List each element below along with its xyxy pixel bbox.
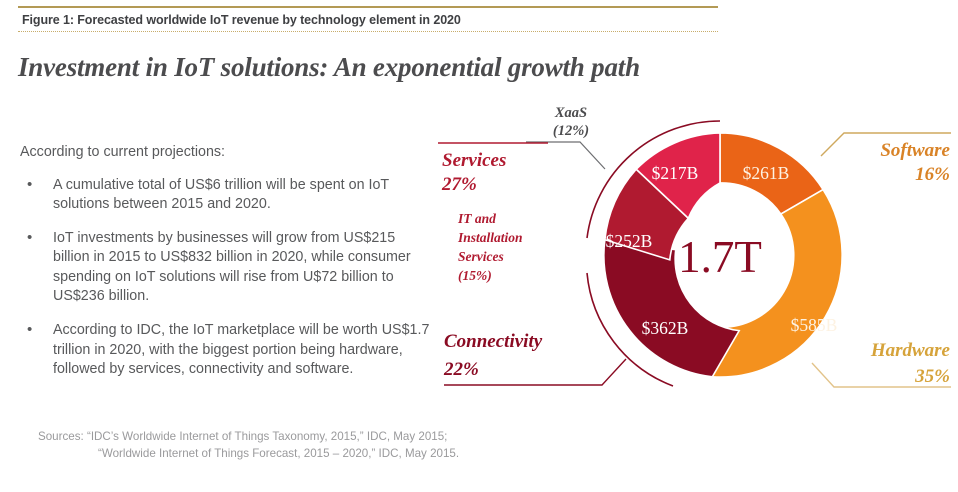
- callout-it-services-line1: IT and: [457, 211, 496, 226]
- callout-it-services-line2: Installation: [457, 230, 523, 245]
- callout-it-services-line4: (15%): [458, 268, 492, 283]
- callout-services-line2: 27%: [441, 174, 477, 195]
- callout-xaas-line1: XaaS: [554, 105, 587, 121]
- callout-hardware-line2: 35%: [914, 366, 950, 387]
- body-text-column: According to current projections: A cumu…: [20, 143, 432, 394]
- donut-segments: [603, 132, 843, 378]
- segment-value-xaas: $217B: [652, 163, 699, 183]
- callout-connectivity-line2: 22%: [443, 359, 479, 380]
- figure-header: Figure 1: Forecasted worldwide IoT reven…: [18, 6, 718, 32]
- list-item: According to IDC, the IoT marketplace wi…: [20, 320, 432, 380]
- bullet-list: A cumulative total of US$6 trillion will…: [20, 175, 432, 380]
- sources-line-1: Sources: “IDC’s Worldwide Internet of Th…: [38, 430, 448, 443]
- callout-it-services-line3: Services: [458, 249, 504, 264]
- segment-value-hardware: $585B: [791, 315, 838, 335]
- donut-segment-xaas[interactable]: [635, 132, 721, 220]
- services-group-arc-lower: [586, 272, 674, 387]
- donut-chart: $217B $261B $252B $585B $362B 1.7T XaaS …: [430, 95, 958, 415]
- segment-value-software: $261B: [743, 163, 790, 183]
- callout-software-line1: Software: [880, 140, 950, 161]
- segment-value-connectivity: $362B: [642, 318, 689, 338]
- callout-software-line2: 16%: [915, 164, 950, 185]
- software-leader-line: [820, 132, 951, 157]
- hardware-leader-line: [811, 362, 951, 388]
- xaas-leader-line: [526, 141, 606, 170]
- sources-note: Sources: “IDC’s Worldwide Internet of Th…: [38, 428, 598, 463]
- header-rule-top: [18, 6, 718, 8]
- donut-center-total: 1.7T: [678, 232, 762, 282]
- services-group-arc: [586, 120, 721, 239]
- callout-hardware-line1: Hardware: [870, 340, 951, 361]
- donut-segment-hardware[interactable]: [711, 188, 843, 378]
- header-rule-bottom: [18, 31, 718, 32]
- sources-line-2: “Worldwide Internet of Things Forecast, …: [98, 447, 460, 461]
- callout-xaas-line2: (12%): [553, 123, 589, 139]
- connectivity-leader-line: [444, 358, 627, 386]
- donut-segment-connectivity[interactable]: [603, 238, 741, 378]
- list-item: A cumulative total of US$6 trillion will…: [20, 175, 432, 215]
- figure-caption: Figure 1: Forecasted worldwide IoT reven…: [22, 13, 461, 27]
- page-title: Investment in IoT solutions: An exponent…: [18, 52, 640, 82]
- list-item: IoT investments by businesses will grow …: [20, 228, 432, 307]
- segment-value-it-installation-services: $252B: [606, 231, 653, 251]
- callout-connectivity-line1: Connectivity: [444, 331, 543, 352]
- lead-in-text: According to current projections:: [20, 144, 226, 160]
- callout-services-line1: Services: [442, 150, 506, 171]
